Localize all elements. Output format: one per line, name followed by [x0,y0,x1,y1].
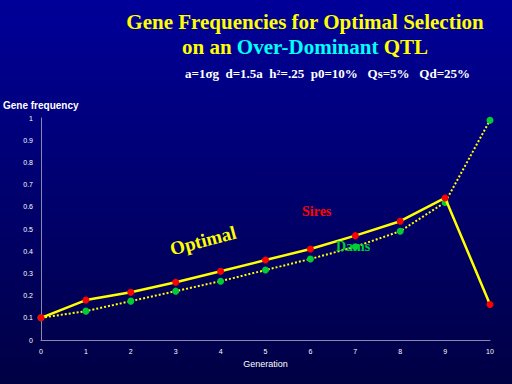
svg-text:Sires: Sires [302,204,332,219]
svg-text:0.5: 0.5 [23,226,33,233]
svg-text:2: 2 [129,348,133,355]
svg-text:a=1σg d=1.5a h²=.25 p0=10%: a=1σg d=1.5a h²=.25 p0=10% Qs=5% Qd=25% [185,66,470,81]
svg-text:0.3: 0.3 [23,270,33,277]
svg-text:Over-Dominant: Over-Dominant [237,35,379,59]
svg-text:6: 6 [308,348,312,355]
svg-text:0.2: 0.2 [23,292,33,299]
svg-text:0: 0 [29,337,33,344]
svg-text:0.8: 0.8 [23,159,33,166]
svg-text:3: 3 [174,348,178,355]
svg-text:Optimal: Optimal [168,222,239,260]
svg-text:1: 1 [84,348,88,355]
svg-text:QTL: QTL [378,35,428,59]
svg-text:1: 1 [29,115,33,122]
svg-text:Gene frequency: Gene frequency [3,100,79,111]
svg-text:4: 4 [219,348,223,355]
svg-text:on an: on an [182,35,237,59]
svg-text:8: 8 [398,348,402,355]
svg-text:7: 7 [353,348,357,355]
svg-text:0.4: 0.4 [23,248,33,255]
svg-text:5: 5 [264,348,268,355]
svg-text:10: 10 [486,348,494,355]
svg-text:0.9: 0.9 [23,137,33,144]
svg-text:0: 0 [39,348,43,355]
svg-text:Generation: Generation [243,359,288,369]
svg-text:0.6: 0.6 [23,203,33,210]
svg-text:9: 9 [443,348,447,355]
svg-text:0.1: 0.1 [23,314,33,321]
svg-text:Gene Frequencies for Optimal S: Gene Frequencies for Optimal Selection [126,10,484,34]
svg-text:0.7: 0.7 [23,181,33,188]
svg-text:Dams: Dams [336,239,371,254]
